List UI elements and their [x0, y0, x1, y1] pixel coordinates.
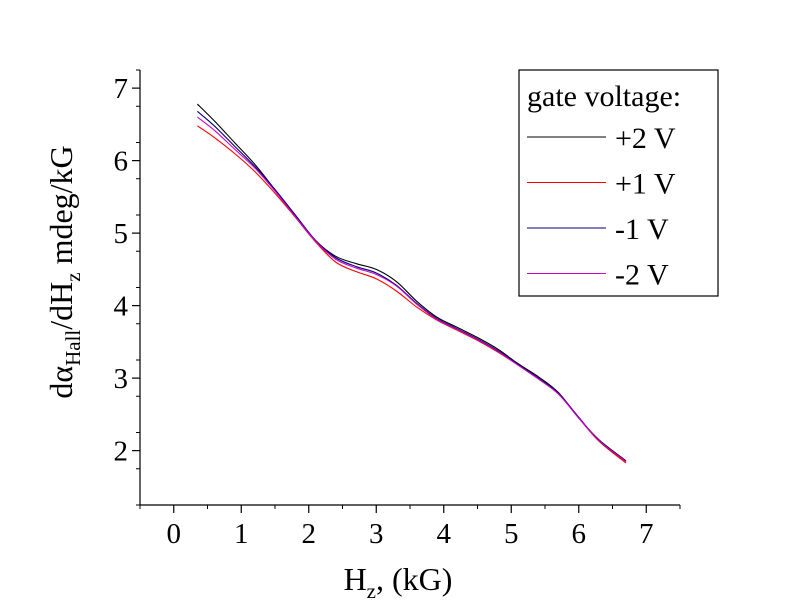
legend: gate voltage: +2 V +1 V -1 V -2 V — [518, 69, 719, 297]
x-axis-ticks: 0 1 2 3 4 5 6 7 — [139, 505, 681, 550]
y-axis-title: dαHall/dHz mdeg/kG — [43, 145, 85, 398]
legend-label: -2 V — [615, 259, 669, 292]
x-tick-label: 0 — [167, 518, 182, 550]
y-tick-label: 6 — [114, 146, 129, 178]
x-tick-label: 3 — [369, 518, 384, 550]
series-line — [196, 103, 627, 462]
y-tick-label: 5 — [114, 218, 129, 250]
y-tick-label: 4 — [114, 291, 129, 323]
legend-items: +2 V +1 V -1 V -2 V — [527, 122, 676, 292]
y-tick-label: 7 — [114, 73, 129, 105]
plot-area — [196, 103, 627, 464]
series-line — [197, 116, 627, 462]
legend-title: gate voltage: — [527, 80, 681, 113]
x-tick-label: 7 — [639, 518, 654, 550]
y-tick-label: 3 — [114, 363, 129, 395]
x-tick-label: 4 — [437, 518, 452, 550]
x-tick-label: 2 — [302, 518, 317, 550]
x-tick-label: 1 — [234, 518, 249, 550]
legend-label: +2 V — [615, 122, 676, 155]
x-tick-label: 5 — [504, 518, 519, 550]
legend-label: +1 V — [615, 168, 676, 201]
x-tick-label: 6 — [572, 518, 587, 550]
y-axis-ticks: 2 3 4 5 6 7 — [114, 69, 140, 506]
legend-label: -1 V — [615, 213, 669, 246]
x-axis-title: Hz, (kG) — [344, 561, 453, 603]
y-tick-label: 2 — [114, 436, 129, 468]
